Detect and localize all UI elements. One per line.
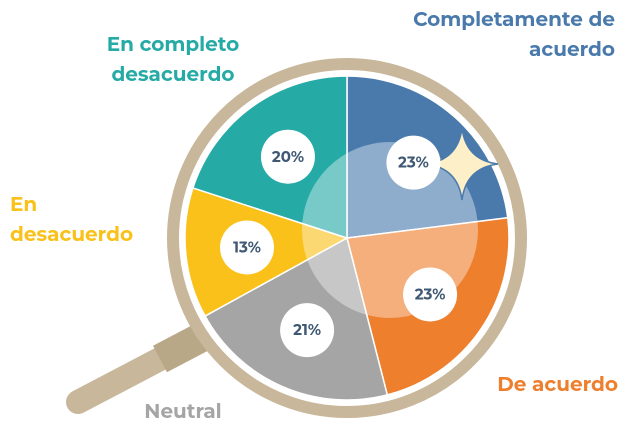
- magnifier-collar: [160, 338, 200, 359]
- value-label: 20%: [272, 147, 304, 166]
- value-label: 23%: [415, 284, 446, 303]
- category-label: En completo desacuerdo: [78, 30, 268, 90]
- category-label: En desacuerdo: [10, 190, 150, 250]
- category-label: De acuerdo: [478, 370, 618, 400]
- category-label: Completamente de acuerdo: [405, 5, 615, 65]
- value-label: 21%: [293, 320, 321, 339]
- value-label: 13%: [233, 237, 261, 256]
- value-label: 23%: [398, 153, 429, 172]
- category-label: Neutral: [118, 397, 248, 427]
- chart: 23% 23% 21% 13% 20% Completamente de acuerdo…: [0, 0, 628, 431]
